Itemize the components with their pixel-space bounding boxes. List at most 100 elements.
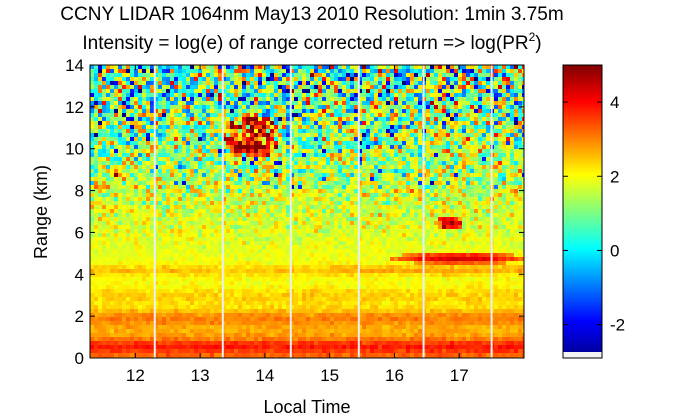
heatmap-cell: [182, 225, 187, 230]
heatmap-cell: [314, 253, 319, 258]
heatmap-cell: [218, 321, 223, 326]
heatmap-cell: [270, 145, 275, 150]
heatmap-cell: [138, 181, 143, 186]
heatmap-cell: [214, 285, 219, 290]
heatmap-cell: [158, 293, 163, 298]
heatmap-cell: [262, 317, 267, 322]
heatmap-cell: [314, 281, 319, 286]
heatmap-cell: [222, 241, 227, 246]
heatmap-cell: [222, 145, 227, 150]
heatmap-cell: [282, 157, 287, 162]
heatmap-cell: [334, 181, 339, 186]
heatmap-cell: [122, 97, 127, 102]
heatmap-cell: [338, 81, 343, 86]
heatmap-cell: [318, 101, 323, 106]
heatmap-cell: [186, 193, 191, 198]
heatmap-cell: [322, 273, 327, 278]
heatmap-cell: [354, 89, 359, 94]
heatmap-cell: [102, 317, 107, 322]
heatmap-cell: [102, 137, 107, 142]
heatmap-cell: [94, 185, 99, 190]
heatmap-cell: [238, 161, 243, 166]
heatmap-cell: [278, 145, 283, 150]
heatmap-cell: [106, 193, 111, 198]
heatmap-cell: [222, 77, 227, 82]
heatmap-cell: [174, 313, 179, 318]
heatmap-cell: [198, 101, 203, 106]
heatmap-cell: [350, 77, 355, 82]
heatmap-cell: [198, 257, 203, 262]
heatmap-cell: [178, 201, 183, 206]
heatmap-cell: [334, 353, 339, 358]
heatmap-cell: [122, 281, 127, 286]
heatmap-cell: [254, 329, 259, 334]
heatmap-cell: [238, 77, 243, 82]
heatmap-cell: [214, 309, 219, 314]
heatmap-cell: [110, 77, 115, 82]
heatmap-cell: [202, 333, 207, 338]
heatmap-cell: [174, 209, 179, 214]
heatmap-cell: [158, 341, 163, 346]
heatmap-cell: [358, 125, 363, 130]
heatmap-cell: [230, 137, 235, 142]
heatmap-cell: [270, 349, 275, 354]
heatmap-cell: [346, 261, 351, 266]
heatmap-cell: [338, 313, 343, 318]
heatmap-cell: [178, 257, 183, 262]
heatmap-cell: [202, 273, 207, 278]
heatmap-cell: [102, 105, 107, 110]
heatmap-cell: [310, 225, 315, 230]
heatmap-cell: [278, 269, 283, 274]
heatmap-cell: [166, 353, 171, 358]
heatmap-cell: [170, 345, 175, 350]
heatmap-cell: [122, 349, 127, 354]
heatmap-cell: [186, 205, 191, 210]
heatmap-cell: [286, 333, 291, 338]
heatmap-cell: [282, 101, 287, 106]
heatmap-cell: [110, 217, 115, 222]
heatmap-cell: [102, 341, 107, 346]
heatmap-cell: [146, 309, 151, 314]
heatmap-cell: [126, 113, 131, 118]
heatmap-cell: [266, 313, 271, 318]
heatmap-cell: [302, 249, 307, 254]
heatmap-cell: [210, 261, 215, 266]
heatmap-cell: [246, 137, 251, 142]
heatmap-cell: [262, 149, 267, 154]
heatmap-cell: [254, 93, 259, 98]
heatmap-cell: [202, 289, 207, 294]
heatmap-cell: [306, 349, 311, 354]
heatmap-cell: [158, 321, 163, 326]
heatmap-cell: [322, 193, 327, 198]
heatmap-cell: [266, 213, 271, 218]
heatmap-cell: [334, 285, 339, 290]
heatmap-cell: [278, 101, 283, 106]
heatmap-cell: [334, 65, 339, 70]
heatmap-cell: [134, 185, 139, 190]
heatmap-cell: [354, 313, 359, 318]
heatmap-cell: [118, 221, 123, 226]
heatmap-cell: [342, 109, 347, 114]
heatmap-cell: [290, 133, 295, 138]
heatmap-cell: [118, 305, 123, 310]
heatmap-cell: [122, 217, 127, 222]
heatmap-cell: [250, 301, 255, 306]
heatmap-cell: [306, 161, 311, 166]
heatmap-cell: [314, 133, 319, 138]
heatmap-cell: [274, 217, 279, 222]
heatmap-cell: [126, 289, 131, 294]
heatmap-cell: [306, 121, 311, 126]
heatmap-cell: [290, 209, 295, 214]
heatmap-cell: [338, 301, 343, 306]
heatmap-cell: [278, 197, 283, 202]
heatmap-cell: [122, 289, 127, 294]
heatmap-cell: [214, 241, 219, 246]
heatmap-cell: [142, 233, 147, 238]
heatmap-cell: [166, 173, 171, 178]
heatmap-cell: [146, 153, 151, 158]
heatmap-cell: [166, 217, 171, 222]
heatmap-cell: [158, 97, 163, 102]
heatmap-cell: [314, 153, 319, 158]
heatmap-cell: [190, 65, 195, 70]
heatmap-cell: [130, 297, 135, 302]
